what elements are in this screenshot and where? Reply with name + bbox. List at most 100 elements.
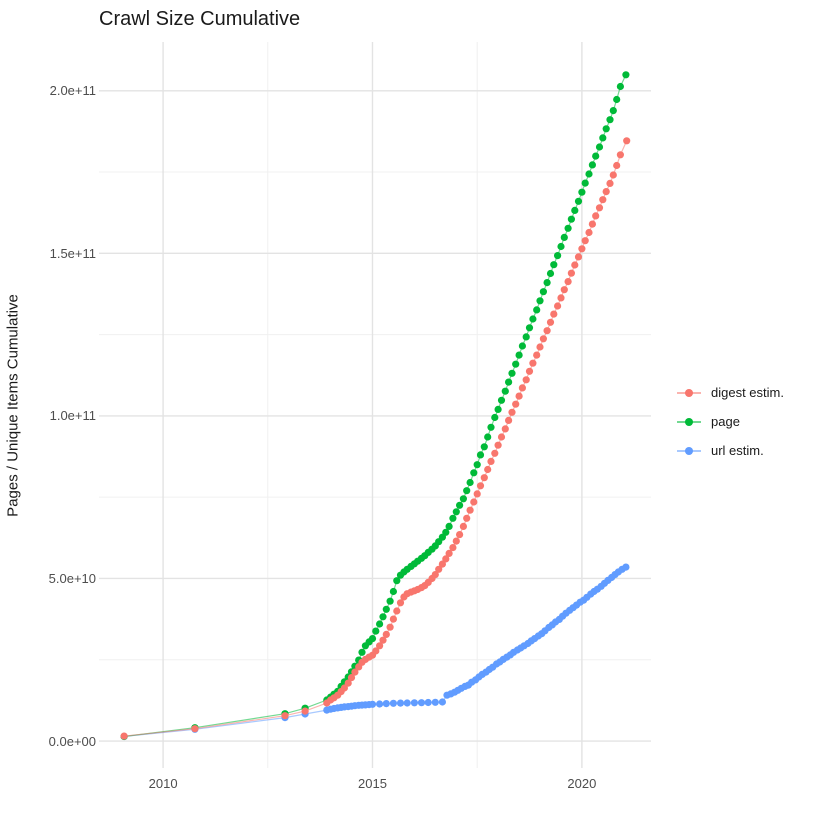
page-point [567, 215, 576, 223]
page-point [393, 577, 401, 585]
digest-estim-point [609, 171, 617, 179]
page-point [372, 627, 380, 635]
url-estim-point [622, 563, 630, 571]
digest-estim-legend-key-icon [676, 384, 702, 402]
digest-estim-point [456, 531, 464, 539]
url-estim-point [424, 698, 432, 707]
digest-estim-point [550, 310, 558, 318]
x-tick-label: 2010 [148, 776, 178, 791]
page-point [560, 233, 568, 241]
digest-estim-point [494, 441, 502, 449]
url-estim-legend-key-icon [676, 442, 702, 460]
digest-estim-point [379, 636, 387, 644]
digest-estim-point [389, 615, 397, 623]
digest-estim-point [438, 560, 446, 568]
page-point [459, 495, 467, 503]
url-estim-point [382, 700, 390, 708]
digest-estim-point [525, 367, 534, 375]
legend-row-page: page [676, 407, 784, 436]
page-point [376, 620, 384, 628]
digest-estim-point [301, 707, 309, 715]
url-estim-point [403, 699, 411, 707]
url-estim-point [417, 699, 426, 707]
digest-estim-point [435, 565, 443, 573]
page-point [529, 315, 537, 323]
digest-estim-point [616, 151, 625, 159]
y-axis-title: Pages / Unique Items Cumulative [4, 294, 22, 517]
y-tick-label: 5.0e+10 [48, 571, 96, 586]
digest-estim-point [581, 237, 589, 245]
digest-estim-point [386, 623, 394, 631]
page-point [463, 487, 471, 495]
page-point [550, 261, 558, 269]
digest-estim-point [567, 269, 576, 277]
x-tick-label: 2020 [567, 776, 597, 791]
digest-estim-point [393, 607, 401, 615]
url-estim-point [431, 698, 439, 706]
digest-estim-point [452, 537, 460, 545]
digest-estim-point [191, 725, 199, 733]
page-point [515, 351, 523, 359]
digest-estim-point [376, 642, 384, 650]
url-estim-point [438, 698, 446, 706]
page-point [368, 635, 377, 643]
page-point [557, 242, 565, 251]
digest-estim-point [487, 457, 495, 465]
digest-estim-point [536, 343, 544, 351]
digest-estim-point [501, 425, 509, 433]
page-legend-key-icon [676, 413, 702, 431]
digest-estim-line [124, 140, 628, 737]
page-point [609, 107, 617, 115]
page-point [476, 451, 485, 459]
page-point [581, 179, 589, 187]
page-point [564, 224, 572, 232]
page-point [543, 279, 551, 287]
legend-row-digest-estim: digest estim. [676, 378, 784, 407]
digest-estim-point [574, 253, 583, 261]
page-point [445, 522, 453, 531]
digest-estim-point [518, 384, 527, 392]
page-point [389, 587, 397, 596]
digest-estim-point [473, 490, 481, 498]
page-point [379, 613, 387, 621]
digest-estim-point [484, 465, 492, 474]
digest-estim-point [445, 549, 453, 558]
page-point [599, 134, 607, 142]
digest-estim-point [382, 630, 390, 639]
digest-estim-point [606, 179, 614, 187]
page-point [456, 501, 464, 509]
digest-estim-point [480, 474, 488, 482]
page-point [546, 269, 555, 278]
digest-estim-point [508, 408, 516, 416]
page-point [501, 387, 509, 395]
page-point [602, 125, 610, 133]
page-point [616, 82, 625, 91]
page-point [533, 306, 541, 314]
page-point [578, 188, 586, 196]
page-point [536, 297, 544, 305]
digest-estim-point [463, 514, 471, 522]
page-point [487, 423, 495, 431]
digest-estim-point [515, 392, 523, 400]
legend-label-url-estim: url estim. [711, 443, 764, 458]
page-point [588, 161, 597, 169]
digest-estim-point [431, 571, 439, 579]
digest-estim-point [571, 261, 579, 269]
page-point [571, 206, 579, 214]
digest-estim-point [602, 188, 610, 196]
digest-estim-point [539, 335, 548, 343]
page-point [574, 197, 583, 205]
digest-estim-point [351, 668, 359, 676]
page-point [473, 461, 481, 469]
page-point [518, 342, 527, 350]
page-point [613, 95, 621, 104]
digest-estim-point [347, 674, 356, 682]
legend: digest estim. page url estim. [676, 378, 784, 465]
digest-estim-point [281, 712, 289, 720]
digest-estim-point [578, 245, 586, 253]
page-point [470, 469, 478, 477]
y-tick-label: 1.0e+11 [49, 408, 96, 424]
page-point [592, 152, 600, 160]
digest-estim-point [613, 161, 621, 170]
digest-estim-point [470, 498, 478, 506]
